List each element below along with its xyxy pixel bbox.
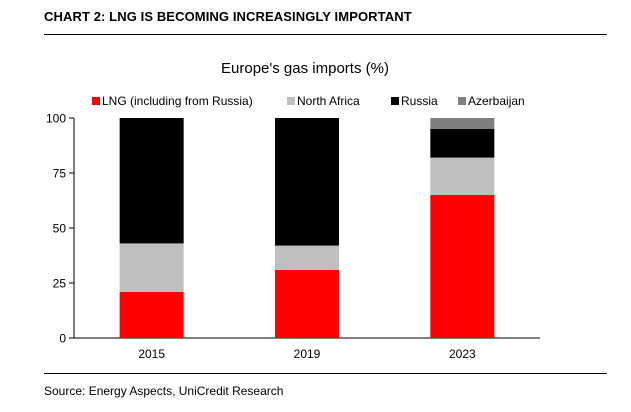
y-tick-label-1: 25 [53, 277, 67, 291]
x-tick-label-0: 2015 [138, 347, 165, 361]
bar-2023-series-3 [430, 118, 495, 129]
y-tick-label-3: 75 [53, 167, 67, 181]
bar-2019-series-1 [275, 245, 339, 270]
source-note: Source: Energy Aspects, UniCredit Resear… [44, 384, 284, 398]
header-rule [44, 34, 607, 35]
legend-label-1: North Africa [297, 94, 360, 108]
chart-legend: LNG (including from Russia) North Africa R… [92, 94, 525, 108]
bar-2019-series-2 [275, 118, 339, 246]
x-tick-label-1: 2019 [294, 347, 321, 361]
legend-label-3: Azerbaijan [468, 94, 525, 108]
chart-bars [119, 118, 495, 338]
bar-2023-series-2 [430, 129, 495, 158]
x-tick-label-2: 2023 [449, 347, 476, 361]
bar-2015-series-2 [119, 118, 184, 244]
y-tick-label-4: 100 [46, 112, 66, 126]
y-tick-label-0: 0 [59, 332, 66, 346]
bar-2015-series-0 [119, 291, 184, 338]
bar-2023-series-0 [430, 195, 495, 338]
bar-2015-series-1 [119, 243, 184, 292]
legend-swatch-3 [458, 97, 466, 105]
chart-header: CHART 2: LNG IS BECOMING INCREASINGLY IM… [44, 9, 412, 24]
legend-label-2: Russia [401, 94, 438, 108]
legend-swatch-1 [287, 97, 295, 105]
chart-title: Europe's gas imports (%) [221, 60, 389, 77]
bar-2023-series-1 [430, 157, 495, 195]
bar-2019-series-0 [275, 269, 339, 338]
legend-swatch-0 [92, 97, 100, 105]
y-tick-label-2: 50 [53, 222, 67, 236]
legend-label-0: LNG (including from Russia) [102, 94, 253, 108]
legend-swatch-2 [391, 97, 399, 105]
footer-rule [44, 373, 607, 374]
